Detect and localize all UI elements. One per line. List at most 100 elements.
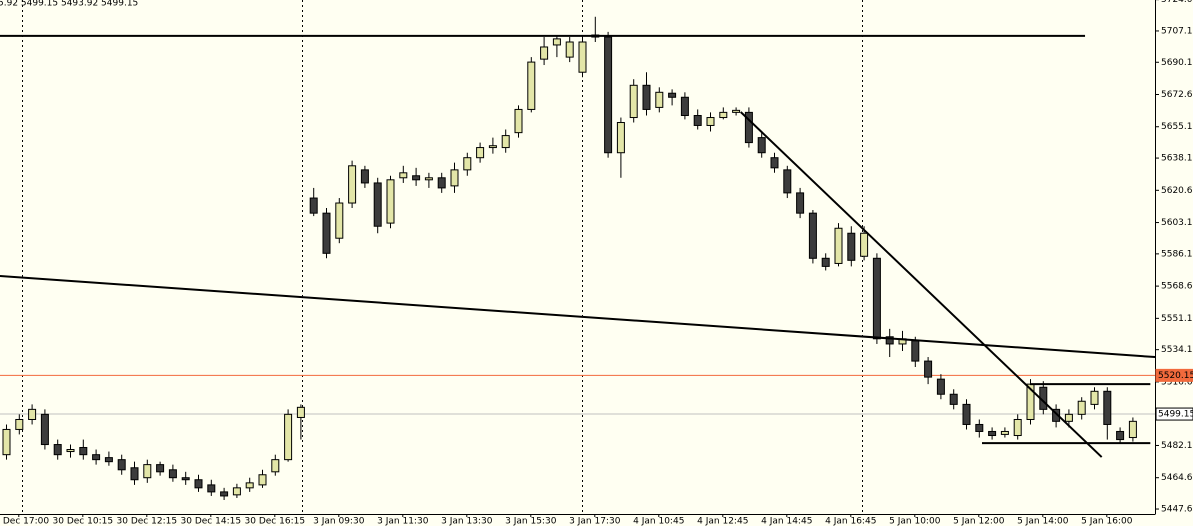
- x-tick-label: 4 Jan 16:45: [825, 517, 876, 526]
- candle-body: [488, 145, 497, 149]
- candle-body: [309, 197, 318, 214]
- candle-body: [885, 336, 894, 345]
- candle-body: [207, 484, 216, 493]
- price-label: 5520.15: [1158, 371, 1193, 381]
- candle-body: [744, 111, 753, 144]
- x-tick-label: 30 Dec 12:15: [117, 517, 178, 526]
- x-tick-label: 3 Jan 17:30: [569, 517, 621, 526]
- y-tick-label: 5534.10: [1161, 345, 1193, 355]
- candle-body: [284, 413, 293, 461]
- candle-body: [655, 91, 664, 108]
- x-tick-label: 30 Dec 14:15: [181, 517, 242, 526]
- candle-body: [821, 257, 830, 267]
- candle-body: [1128, 420, 1137, 439]
- candle-body: [757, 137, 766, 154]
- candle-body: [1077, 400, 1086, 415]
- candle-body: [92, 454, 101, 461]
- candle-body: [271, 459, 280, 473]
- x-tick-label: 30 Dec 10:15: [53, 517, 114, 526]
- drawn-line: [0, 274, 1156, 359]
- x-tick-label: 5 Jan 12:00: [953, 517, 1005, 526]
- candle-body: [578, 41, 587, 73]
- candle-body: [565, 41, 574, 58]
- y-tick-label: 5638.10: [1161, 154, 1193, 164]
- y-tick-label: 5707.10: [1161, 26, 1193, 36]
- candle-body: [399, 172, 408, 179]
- candle-body: [514, 108, 523, 134]
- candle-body: [104, 457, 113, 463]
- x-tick-label: 4 Jan 10:45: [633, 517, 684, 526]
- separators: [22, 0, 863, 514]
- candle-body: [373, 182, 382, 227]
- y-tick-label: 5690.10: [1161, 58, 1193, 68]
- candle-body: [79, 446, 88, 456]
- candle-body: [348, 165, 357, 204]
- candle-body: [437, 177, 446, 189]
- candle-body: [604, 36, 613, 154]
- candle-body: [847, 232, 856, 261]
- candle-body: [258, 474, 267, 486]
- candle-body: [232, 487, 241, 496]
- y-tick-label: 5620.60: [1161, 186, 1193, 196]
- y-tick-label: 5655.10: [1161, 122, 1193, 132]
- candle-body: [988, 430, 997, 437]
- candle-body: [1116, 430, 1125, 441]
- candle-body: [911, 340, 920, 362]
- x-tick-label: 4 Jan 12:45: [697, 517, 748, 526]
- candle-body: [463, 157, 472, 171]
- header-text: 5.92 5499.15 5493.92 5499.15: [0, 0, 138, 9]
- candle-body: [1064, 413, 1073, 422]
- candle-body: [936, 378, 945, 395]
- candle-body: [450, 169, 459, 187]
- candle-body: [476, 147, 485, 159]
- candle-body: [642, 84, 651, 110]
- candle-body: [322, 212, 331, 254]
- y-tick-label: 5586.10: [1161, 249, 1193, 259]
- candle-body: [719, 111, 728, 119]
- x-tick-label: 5 Jan 16:00: [1081, 517, 1133, 526]
- candle-body: [15, 418, 24, 430]
- candle-body: [796, 192, 805, 214]
- candle-body: [66, 449, 75, 453]
- candle-body: [808, 212, 817, 259]
- candle-body: [1090, 390, 1099, 405]
- candle-body: [53, 444, 62, 456]
- y-tick-label: 5551.10: [1161, 314, 1193, 324]
- candle-body: [360, 169, 369, 184]
- candle-body: [156, 464, 165, 473]
- candle-body: [732, 109, 741, 113]
- price-label: 5499.15: [1158, 410, 1193, 420]
- y-tick-label: 5482.10: [1161, 441, 1193, 451]
- candle-body: [668, 92, 677, 98]
- candle-body: [872, 257, 881, 340]
- candle-body: [117, 459, 126, 471]
- y-tick-label: 5672.60: [1161, 90, 1193, 100]
- candle-body: [181, 477, 190, 481]
- x-tick-label: 3 Jan 13:30: [441, 517, 493, 526]
- candle-body: [962, 403, 971, 425]
- candle-body: [783, 169, 792, 194]
- candle-body: [552, 38, 561, 46]
- candle-body: [540, 46, 549, 60]
- y-tick-label: 5603.10: [1161, 218, 1193, 228]
- candle-body: [1052, 408, 1061, 422]
- x-tick-label: 3 Jan 09:30: [313, 517, 365, 526]
- y-tick-label: 5724.08: [1161, 0, 1193, 5]
- x-tick-label: 30 Dec 16:15: [245, 517, 306, 526]
- x-tick-label: 5 Jan 10:00: [889, 517, 941, 526]
- y-tick-label: 5464.60: [1161, 473, 1193, 483]
- candle-body: [527, 61, 536, 110]
- candle-body: [296, 406, 305, 418]
- candle-body: [706, 117, 715, 126]
- candle-body: [680, 96, 689, 117]
- candle-body: [693, 115, 702, 126]
- candle-body: [616, 122, 625, 154]
- candle-body: [194, 479, 203, 489]
- x-tick-label: 29 Dec 17:00: [0, 517, 49, 526]
- candle-body: [1013, 418, 1022, 437]
- candle-body: [1103, 390, 1112, 425]
- candle-body: [860, 232, 869, 257]
- candle-body: [770, 157, 779, 169]
